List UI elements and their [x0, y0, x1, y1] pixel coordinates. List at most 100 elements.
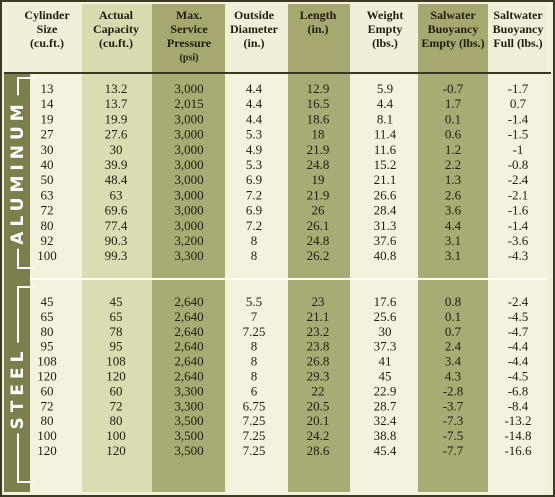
table-cell: 63 — [110, 187, 123, 202]
table-cell: -3.7 — [443, 398, 464, 413]
column-band — [488, 74, 547, 492]
table-cell: 0.1 — [445, 309, 461, 324]
column-header: Salwater — [430, 8, 476, 22]
table-cell: 27.6 — [105, 127, 128, 142]
table-cell: 6 — [251, 383, 258, 398]
table-cell: 8 — [251, 233, 258, 248]
table-cell: 16.5 — [307, 96, 330, 111]
table-cell: 92 — [41, 233, 54, 248]
table-cell: 40 — [41, 157, 54, 172]
table-cell: 32.4 — [374, 413, 397, 428]
table-cell: -8.4 — [508, 398, 529, 413]
table-cell: 2.6 — [445, 187, 462, 202]
table-cell: 77.4 — [105, 218, 128, 233]
table-cell: 20.1 — [307, 413, 330, 428]
table-cell: 26.8 — [307, 354, 330, 369]
column-header: Outside — [234, 8, 275, 22]
table-cell: 22.9 — [374, 383, 397, 398]
table-cell: 3,000 — [174, 81, 203, 96]
table-cell: 37.3 — [374, 339, 397, 354]
table-cell: 3,200 — [174, 233, 203, 248]
table-cell: 37.6 — [374, 233, 397, 248]
table-cell: 0.6 — [445, 127, 462, 142]
table-cell: -1.4 — [508, 218, 529, 233]
table-cell: 2,640 — [174, 368, 203, 383]
table-cell: 72 — [41, 398, 54, 413]
table-cell: -4.4 — [508, 354, 529, 369]
table-cell: -0.8 — [508, 157, 529, 172]
table-cell: 60 — [110, 383, 123, 398]
table-cell: 7 — [251, 309, 258, 324]
table-cell: 25.6 — [374, 309, 397, 324]
table-cell: 95 — [41, 339, 54, 354]
table-cell: 28.4 — [374, 203, 397, 218]
table-cell: 27 — [41, 127, 55, 142]
table-cell: 3,300 — [174, 248, 203, 263]
table-cell: -2.8 — [443, 383, 464, 398]
column-header: Buoyancy — [493, 22, 544, 36]
header-band — [82, 4, 152, 72]
column-header: (lbs.) — [372, 36, 398, 50]
table-cell: 108 — [106, 354, 126, 369]
table-cell: -4.3 — [508, 248, 529, 263]
table-cell: 23.2 — [307, 324, 330, 339]
table-cell: 4.3 — [445, 368, 461, 383]
table-cell: 13.2 — [105, 81, 128, 96]
table-cell: 0.8 — [445, 294, 461, 309]
column-band — [225, 74, 288, 492]
table-cell: 19 — [41, 111, 54, 126]
column-header: Buoyancy — [428, 22, 479, 36]
table-cell: 26.2 — [307, 248, 330, 263]
table-cell: 21.1 — [307, 309, 330, 324]
table-cell: 11.6 — [374, 142, 397, 157]
table-cell: -0.7 — [443, 81, 464, 96]
table-cell: 3.1 — [445, 248, 461, 263]
table-cell: 12.9 — [307, 81, 330, 96]
table-cell: 19 — [312, 172, 325, 187]
header-band — [8, 4, 82, 72]
table-cell: 18.6 — [307, 111, 330, 126]
column-header: Max. — [176, 8, 202, 22]
table-cell: 23.8 — [307, 339, 330, 354]
table-cell: 28.6 — [307, 443, 330, 458]
header-band — [288, 4, 350, 72]
table-cell: 20.5 — [307, 398, 330, 413]
column-header: (in.) — [244, 36, 265, 50]
table-cell: 95 — [110, 339, 123, 354]
column-header: Cylinder — [24, 8, 70, 22]
table-cell: 26 — [312, 203, 326, 218]
table-cell: 2,640 — [174, 324, 203, 339]
table-cell: 90.3 — [105, 233, 128, 248]
table-cell: 4.4 — [246, 111, 263, 126]
table-cell: 11.4 — [374, 127, 397, 142]
table-cell: 120 — [37, 443, 57, 458]
table-cell: 3,000 — [174, 142, 203, 157]
table-cell: 7.25 — [243, 324, 266, 339]
table-cell: 108 — [37, 354, 57, 369]
table-cell: 3,000 — [174, 218, 203, 233]
table-cell: 80 — [41, 218, 54, 233]
label-backing — [8, 342, 28, 434]
table-cell: 5.5 — [246, 294, 262, 309]
table-cell: 65 — [110, 309, 123, 324]
table-cell: 3,000 — [174, 127, 203, 142]
table-cell: 4.4 — [377, 96, 394, 111]
table-cell: 2,015 — [174, 96, 203, 111]
table-cell: 60 — [41, 383, 54, 398]
label-backing — [8, 95, 28, 249]
table-cell: -4.5 — [508, 368, 529, 383]
table-cell: 21.9 — [307, 142, 330, 157]
table-cell: 45 — [41, 294, 54, 309]
table-cell: 17.6 — [374, 294, 397, 309]
table-cell: 3.4 — [445, 354, 462, 369]
table-cell: 50 — [41, 172, 54, 187]
table-cell: 8 — [251, 248, 258, 263]
table-cell: -4.5 — [508, 309, 529, 324]
table-cell: 3,000 — [174, 172, 203, 187]
table-cell: 72 — [41, 203, 54, 218]
table-cell: -2.4 — [508, 172, 529, 187]
table-cell: 3,300 — [174, 383, 203, 398]
table-cell: 69.6 — [105, 203, 128, 218]
